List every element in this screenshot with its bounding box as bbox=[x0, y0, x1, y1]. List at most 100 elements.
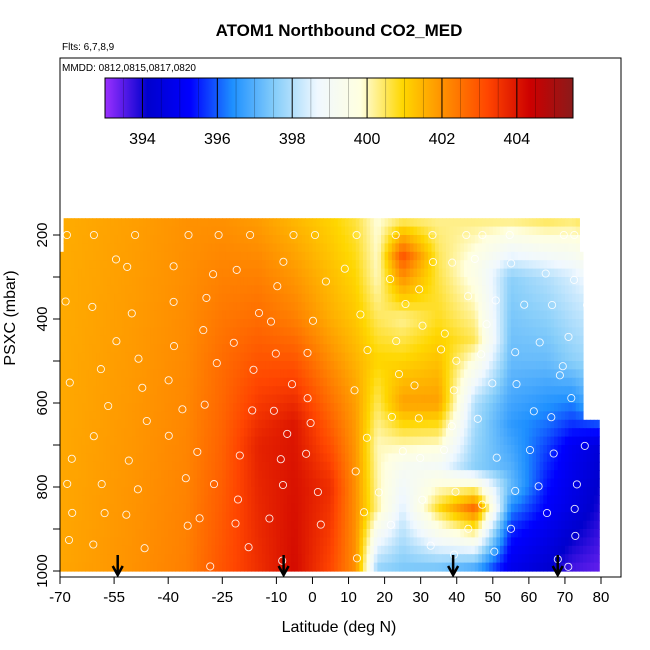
heatmap-cell bbox=[330, 285, 335, 295]
heatmap-cell bbox=[243, 235, 249, 244]
heatmap-cell bbox=[258, 235, 263, 244]
heatmap-cell bbox=[106, 436, 112, 446]
heatmap-cell bbox=[323, 302, 328, 312]
heatmap-cell bbox=[395, 461, 400, 471]
heatmap-cell bbox=[121, 428, 126, 438]
heatmap-cell bbox=[106, 235, 112, 244]
heatmap-cell bbox=[536, 226, 541, 236]
heatmap-cell bbox=[92, 218, 97, 228]
heatmap-cell bbox=[341, 377, 346, 387]
heatmap-cell bbox=[431, 369, 436, 379]
heatmap-cell bbox=[319, 495, 324, 505]
heatmap-cell bbox=[305, 369, 310, 379]
heatmap-cell bbox=[323, 327, 328, 337]
heatmap-cell bbox=[399, 344, 404, 354]
heatmap-cell bbox=[366, 403, 371, 412]
heatmap-cell bbox=[81, 260, 86, 270]
heatmap-cell bbox=[449, 403, 454, 412]
heatmap-cell bbox=[536, 361, 541, 370]
heatmap-cell bbox=[496, 470, 501, 480]
heatmap-cell bbox=[445, 302, 451, 312]
heatmap-cell bbox=[528, 428, 534, 438]
heatmap-cell bbox=[150, 445, 155, 454]
heatmap-cell bbox=[168, 335, 173, 345]
heatmap-cell bbox=[182, 218, 187, 228]
heatmap-cell bbox=[225, 487, 231, 496]
heatmap-cell bbox=[60, 335, 65, 345]
heatmap-cell bbox=[146, 319, 151, 328]
heatmap-cell bbox=[521, 428, 526, 438]
heatmap-cell bbox=[251, 251, 256, 261]
heatmap-cell bbox=[323, 470, 328, 480]
heatmap-cell bbox=[380, 461, 386, 471]
heatmap-cell bbox=[334, 487, 339, 496]
heatmap-cell bbox=[388, 243, 393, 253]
heatmap-cell bbox=[481, 377, 487, 387]
heatmap-cell bbox=[78, 428, 83, 438]
heatmap-cell bbox=[492, 495, 498, 505]
heatmap-cell bbox=[175, 226, 180, 236]
heatmap-cell bbox=[168, 277, 173, 286]
colorbar-tick-label: 394 bbox=[129, 131, 156, 148]
heatmap-cell bbox=[269, 470, 274, 480]
heatmap-cell bbox=[106, 335, 112, 345]
heatmap-cell bbox=[308, 251, 314, 261]
heatmap-cell bbox=[492, 293, 498, 303]
heatmap-cell bbox=[355, 445, 360, 454]
heatmap-cell bbox=[103, 386, 108, 396]
heatmap-cell bbox=[168, 470, 173, 480]
heatmap-cell bbox=[507, 453, 512, 463]
heatmap-cell bbox=[427, 419, 433, 429]
heatmap-cell bbox=[197, 369, 202, 379]
heatmap-cell bbox=[481, 335, 487, 345]
heatmap-cell bbox=[215, 335, 220, 345]
heatmap-cell bbox=[427, 344, 433, 354]
heatmap-cell bbox=[67, 369, 72, 379]
heatmap-cell bbox=[207, 344, 213, 354]
heatmap-cell bbox=[114, 218, 119, 228]
heatmap-cell bbox=[229, 335, 234, 345]
heatmap-cell bbox=[103, 344, 108, 354]
heatmap-cell bbox=[489, 319, 494, 328]
heatmap-cell bbox=[435, 226, 440, 236]
heatmap-cell bbox=[442, 394, 447, 404]
heatmap-cell bbox=[233, 260, 238, 270]
heatmap-cell bbox=[171, 453, 177, 463]
heatmap-cell bbox=[215, 428, 220, 438]
heatmap-cell bbox=[424, 277, 429, 286]
heatmap-cell bbox=[103, 319, 108, 328]
heatmap-cell bbox=[460, 487, 465, 496]
heatmap-cell bbox=[409, 470, 415, 480]
heatmap-cell bbox=[316, 361, 321, 370]
heatmap-cell bbox=[395, 268, 400, 278]
heatmap-cell bbox=[70, 310, 76, 320]
heatmap-cell bbox=[63, 377, 68, 387]
heatmap-cell bbox=[449, 260, 454, 270]
heatmap-cell bbox=[160, 428, 166, 438]
heatmap-cell bbox=[590, 445, 595, 454]
heatmap-cell bbox=[261, 260, 267, 270]
heatmap-cell bbox=[121, 478, 126, 488]
heatmap-cell bbox=[413, 335, 418, 345]
heatmap-cell bbox=[438, 218, 443, 228]
heatmap-cell bbox=[269, 226, 274, 236]
heatmap-cell bbox=[146, 243, 151, 253]
heatmap-cell bbox=[370, 377, 375, 387]
heatmap-cell bbox=[60, 436, 65, 446]
heatmap-cell bbox=[579, 277, 584, 286]
heatmap-cell bbox=[514, 478, 519, 488]
heatmap-cell bbox=[420, 235, 425, 244]
heatmap-cell bbox=[431, 226, 436, 236]
heatmap-cell bbox=[67, 251, 72, 261]
heatmap-cell bbox=[546, 235, 552, 244]
heatmap-cell bbox=[298, 436, 303, 446]
heatmap-cell bbox=[362, 487, 368, 496]
heatmap-cell bbox=[157, 411, 162, 421]
heatmap-cell bbox=[463, 319, 469, 328]
heatmap-cell bbox=[478, 436, 483, 446]
heatmap-cell bbox=[352, 461, 357, 471]
heatmap-cell bbox=[301, 268, 306, 278]
heatmap-cell bbox=[575, 419, 580, 429]
heatmap-cell bbox=[179, 419, 184, 429]
heatmap-cell bbox=[305, 285, 310, 295]
